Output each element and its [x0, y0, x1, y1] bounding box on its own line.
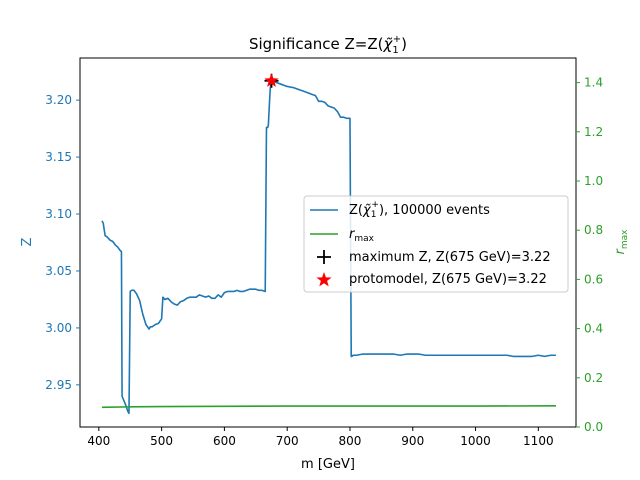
rmax-series-line — [101, 405, 556, 409]
right-label-sub: max — [620, 229, 630, 249]
legend-star-icon — [316, 272, 332, 287]
y-right-tick-label: 0.2 — [584, 371, 603, 385]
x-axis-label: m [GeV] — [301, 457, 355, 472]
legend: Z(χ̃1+), 100000 events rmax maximum Z, Z… — [303, 195, 569, 293]
y-left-tick-label: 3.20 — [45, 93, 72, 107]
y-right-tick-label: 1.4 — [584, 76, 603, 90]
z-series-line — [101, 79, 556, 415]
legend-proto-label: protomodel, Z(675 GeV)=3.22 — [349, 272, 547, 287]
legend-box — [303, 195, 569, 293]
title-sub: 1 — [392, 45, 398, 56]
title-chi: χ̃ — [382, 35, 393, 53]
y-left-tick-label: 2.95 — [45, 378, 72, 392]
x-tick-label: 900 — [401, 434, 424, 448]
legend-rmax-sub: max — [354, 234, 374, 244]
legend-z-sup: + — [371, 200, 379, 210]
chart-title: Significance Z=Z(χ̃1+) — [249, 34, 407, 56]
x-tick-label: 1000 — [460, 434, 491, 448]
right-label-r: r — [613, 247, 628, 254]
title-post: ) — [401, 35, 407, 53]
title-sup: + — [393, 34, 401, 45]
x-tick-label: 800 — [339, 434, 362, 448]
x-tick-label: 1100 — [523, 434, 554, 448]
y-right-tick-label: 0.8 — [584, 223, 603, 237]
y-right-tick-label: 0.6 — [584, 272, 603, 286]
y-left-tick-label: 3.05 — [45, 264, 72, 278]
y-right-tick-label: 0.4 — [584, 322, 603, 336]
legend-z-label: Z(χ̃1+), 100000 events — [349, 200, 490, 220]
x-tick-label: 500 — [150, 434, 173, 448]
y-axis-label-left: Z — [20, 237, 35, 246]
legend-z-sub: 1 — [371, 210, 377, 220]
y-right-tick-label: 1.2 — [584, 125, 603, 139]
title-pre: Significance Z=Z( — [249, 35, 384, 53]
y-right-tick-label: 0.0 — [584, 420, 603, 434]
y-left-tick-label: 3.15 — [45, 150, 72, 164]
y-left-tick-label: 3.00 — [45, 321, 72, 335]
plot-frame — [79, 57, 577, 428]
legend-z-rest: ), 100000 events — [379, 203, 490, 218]
y-left-tick-label: 3.10 — [45, 207, 72, 221]
legend-z-name: Z( — [349, 203, 363, 218]
legend-z-chi: χ̃ — [362, 203, 372, 218]
x-tick-label: 700 — [276, 434, 299, 448]
protomodel-star-marker — [264, 73, 279, 87]
legend-rmax-label: rmax — [349, 227, 375, 244]
legend-max-marker — [317, 250, 331, 264]
y-right-tick-label: 1.0 — [584, 174, 603, 188]
y-axis-label-right: rmax — [613, 229, 630, 255]
axes-frame — [79, 57, 577, 428]
x-tick-label: 400 — [87, 434, 110, 448]
legend-max-label: maximum Z, Z(675 GeV)=3.22 — [349, 250, 551, 265]
legend-rmax-r: r — [349, 227, 356, 242]
x-tick-label: 600 — [213, 434, 236, 448]
plot-marks — [101, 73, 556, 415]
axis-ticks: 400 500 600 700 800 900 1000 1100 2.95 3.00 3.05 3.… — [45, 76, 603, 448]
